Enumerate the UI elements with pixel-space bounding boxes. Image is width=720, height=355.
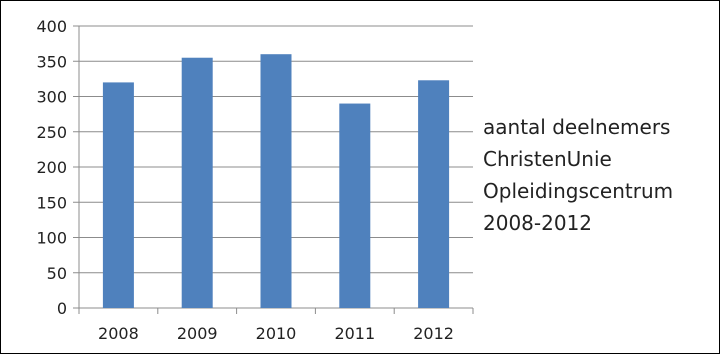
bar xyxy=(339,103,371,308)
legend-line: Opleidingscentrum xyxy=(483,179,674,203)
x-tick-label: 2008 xyxy=(98,324,139,343)
legend: aantal deelnemers ChristenUnie Opleiding… xyxy=(483,111,713,239)
legend-line: ChristenUnie xyxy=(483,147,612,171)
x-tick-label: 2010 xyxy=(256,324,297,343)
bar xyxy=(418,80,450,308)
y-tick-label: 300 xyxy=(36,88,67,107)
y-tick-label: 200 xyxy=(36,158,67,177)
bar xyxy=(102,82,134,309)
x-tick-label: 2011 xyxy=(334,324,375,343)
y-tick-label: 50 xyxy=(47,264,67,283)
y-tick-label: 150 xyxy=(36,193,67,212)
legend-line: 2008-2012 xyxy=(483,211,593,235)
y-tick-label: 0 xyxy=(57,299,67,318)
legend-line: aantal deelnemers xyxy=(483,115,671,139)
y-tick-label: 350 xyxy=(36,52,67,71)
y-tick-label: 400 xyxy=(36,17,67,36)
y-tick-label: 250 xyxy=(36,123,67,142)
x-tick-label: 2009 xyxy=(177,324,218,343)
y-tick-label: 100 xyxy=(36,229,67,248)
x-tick-label: 2012 xyxy=(413,324,454,343)
bar xyxy=(260,54,292,309)
bar xyxy=(181,57,213,308)
